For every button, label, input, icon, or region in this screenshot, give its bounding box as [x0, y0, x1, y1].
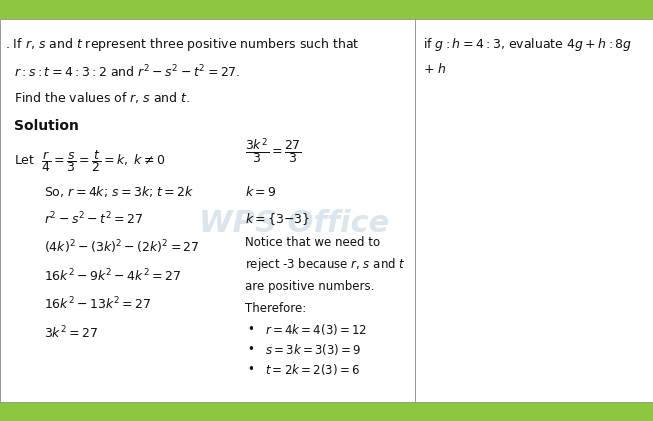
Text: $t=2k=2(3)=6$: $t=2k=2(3)=6$ [265, 362, 360, 377]
Text: are positive numbers.: are positive numbers. [245, 280, 374, 293]
Text: . If $r$, $s$ and $t$ represent three positive numbers such that: . If $r$, $s$ and $t$ represent three po… [5, 36, 360, 53]
Text: reject -3 because $r$, $s$ and $t$: reject -3 because $r$, $s$ and $t$ [245, 256, 406, 273]
Bar [0, 402, 653, 421]
Text: if $g:h=4:3$, evaluate $4g+h:8g$: if $g:h=4:3$, evaluate $4g+h:8g$ [423, 36, 632, 53]
Text: $+\ h$: $+\ h$ [423, 62, 447, 77]
Text: $(4k)^2-(3k)^2-(2k)^2=27$: $(4k)^2-(3k)^2-(2k)^2=27$ [44, 239, 200, 256]
Text: $3k^2=27$: $3k^2=27$ [44, 324, 99, 341]
Text: WPS Office: WPS Office [199, 209, 389, 237]
Text: $16k^2-13k^2=27$: $16k^2-13k^2=27$ [44, 296, 152, 312]
Text: $r=4k=4(3)=12$: $r=4k=4(3)=12$ [265, 322, 368, 337]
Text: Notice that we need to: Notice that we need to [245, 236, 380, 248]
Text: $k=9$: $k=9$ [245, 184, 276, 199]
Text: So, $r=4k$; $s=3k$; $t=2k$: So, $r=4k$; $s=3k$; $t=2k$ [44, 184, 195, 199]
Text: $s=3k=3(3)=9$: $s=3k=3(3)=9$ [265, 342, 362, 357]
Text: •: • [247, 323, 254, 336]
Text: $r^2-s^2-t^2=27$: $r^2-s^2-t^2=27$ [44, 210, 144, 227]
Text: Therefore:: Therefore: [245, 302, 306, 314]
Text: $k=\{3{-}3\}$: $k=\{3{-}3\}$ [245, 211, 310, 227]
Text: Let  $\dfrac{r}{4}=\dfrac{s}{3}=\dfrac{t}{2}=k,\ k\neq 0$: Let $\dfrac{r}{4}=\dfrac{s}{3}=\dfrac{t}… [14, 148, 166, 174]
Text: Find the values of $r$, $s$ and $t$.: Find the values of $r$, $s$ and $t$. [14, 90, 191, 105]
Text: •: • [247, 343, 254, 356]
Text: $16k^2-9k^2-4k^2=27$: $16k^2-9k^2-4k^2=27$ [44, 267, 182, 284]
Text: $\dfrac{3k^2}{3}=\dfrac{27}{3}$: $\dfrac{3k^2}{3}=\dfrac{27}{3}$ [245, 137, 302, 166]
Text: $r:s:t=4:3:2$ and $r^2-s^2-t^2=27$.: $r:s:t=4:3:2$ and $r^2-s^2-t^2=27$. [14, 63, 241, 80]
Bar [0, 0, 653, 19]
Text: •: • [247, 363, 254, 376]
Text: Solution: Solution [14, 119, 79, 133]
